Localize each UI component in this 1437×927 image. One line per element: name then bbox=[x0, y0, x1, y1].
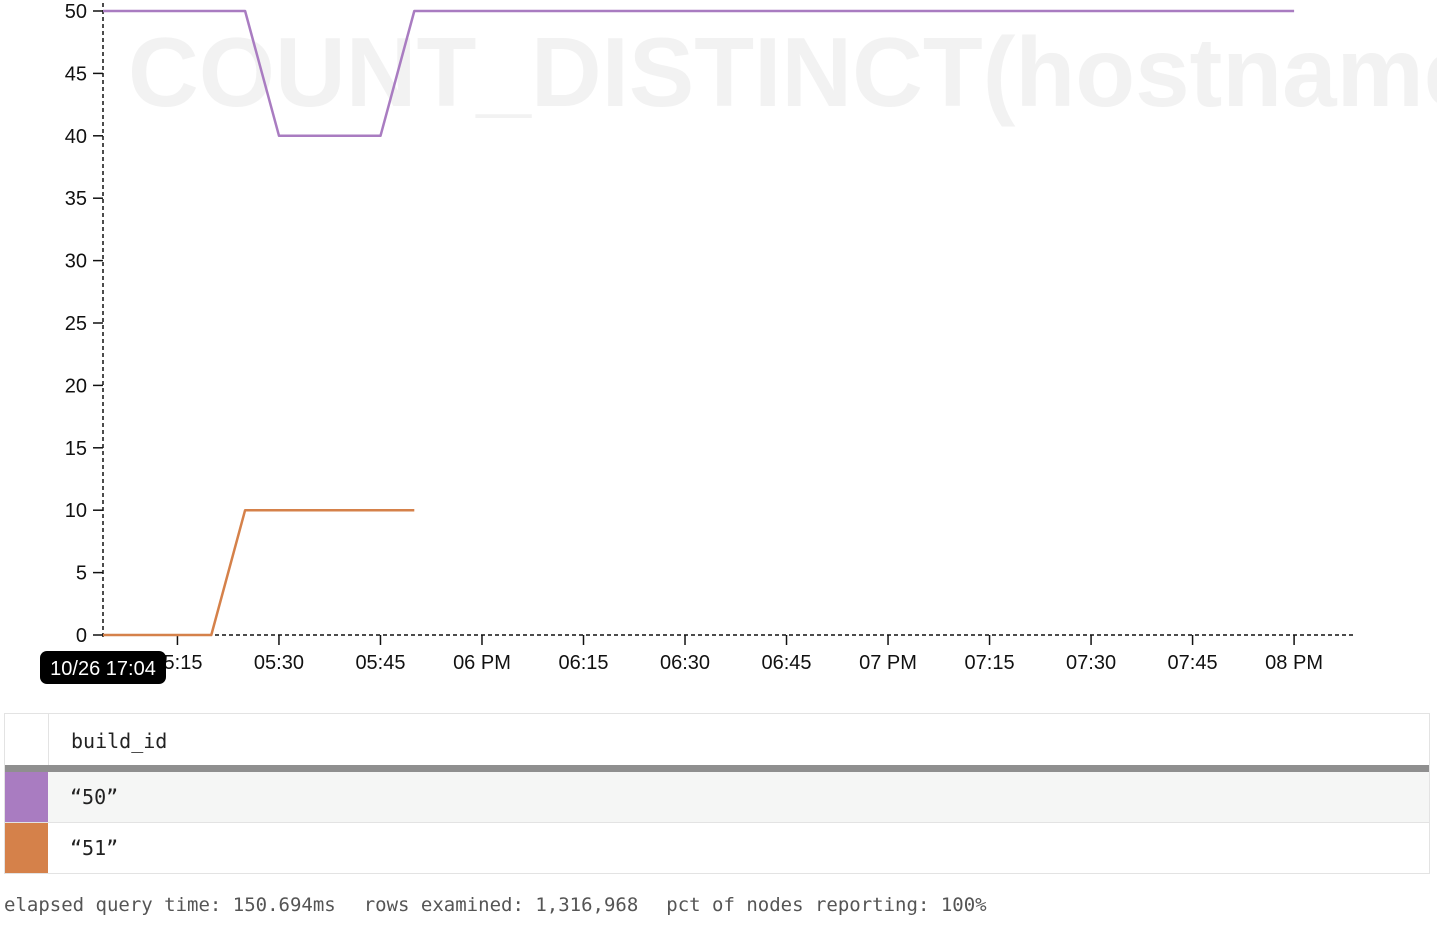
series-line bbox=[103, 508, 415, 637]
rows-examined: rows examined: 1,316,968 bbox=[363, 894, 639, 916]
hover-time-label: 10/26 17:04 bbox=[50, 658, 156, 680]
y-tick-label: 45 bbox=[65, 63, 87, 85]
x-tick-label: 07 PM bbox=[859, 652, 917, 674]
y-tick-label: 0 bbox=[76, 625, 87, 647]
pct-nodes-reporting: pct of nodes reporting: 100% bbox=[666, 894, 987, 916]
x-tick-label: 07:15 bbox=[965, 652, 1015, 674]
y-tick-label: 35 bbox=[65, 188, 87, 210]
hover-time-badge bbox=[40, 651, 166, 684]
y-tick-label: 15 bbox=[65, 438, 87, 460]
y-tick-label: 50 bbox=[65, 1, 87, 23]
legend-row[interactable]: “50” bbox=[5, 772, 1429, 823]
x-tick-label: 05:45 bbox=[355, 652, 405, 674]
x-tick-label: 08 PM bbox=[1265, 652, 1323, 674]
chart-watermark: COUNT_DISTINCT(hostname) bbox=[128, 17, 1437, 127]
legend-table: build_id “50” “51” bbox=[4, 713, 1430, 874]
line-chart[interactable]: COUNT_DISTINCT(hostname) 0 5 10 15 20 25 30 35 40… bbox=[0, 0, 1437, 700]
elapsed-query-time: elapsed query time: 150.694ms bbox=[4, 894, 336, 916]
y-tick-label: 40 bbox=[65, 126, 87, 148]
legend-row[interactable]: “51” bbox=[5, 823, 1429, 873]
y-tick-label: 5 bbox=[76, 563, 87, 585]
x-tick-label: 06:45 bbox=[761, 652, 811, 674]
x-tick-label: 07:30 bbox=[1066, 652, 1116, 674]
legend-row-label: “51” bbox=[70, 836, 119, 860]
x-tick-label: 06:15 bbox=[558, 652, 608, 674]
legend-swatch bbox=[5, 823, 48, 873]
y-tick-label: 10 bbox=[65, 500, 87, 522]
query-stats: elapsed query time: 150.694ms rows examin… bbox=[4, 894, 1015, 916]
x-tick-label: 06:30 bbox=[660, 652, 710, 674]
x-tick-label: 05:30 bbox=[254, 652, 304, 674]
x-tick-label: 06 PM bbox=[453, 652, 511, 674]
legend-row-label: “50” bbox=[70, 785, 119, 809]
legend-header: build_id bbox=[5, 714, 1429, 772]
series-line bbox=[103, 9, 1295, 138]
legend-column-name: build_id bbox=[71, 729, 168, 753]
y-tick-label: 25 bbox=[65, 313, 87, 335]
chart-canvas[interactable]: COUNT_DISTINCT(hostname) 0 5 10 15 20 25 30 35 40… bbox=[0, 0, 1437, 700]
y-tick-label: 20 bbox=[65, 375, 87, 397]
legend-header-swatch-cell bbox=[5, 714, 49, 765]
legend-swatch bbox=[5, 772, 48, 822]
x-tick-label: 07:45 bbox=[1168, 652, 1218, 674]
y-tick-label: 30 bbox=[65, 251, 87, 273]
